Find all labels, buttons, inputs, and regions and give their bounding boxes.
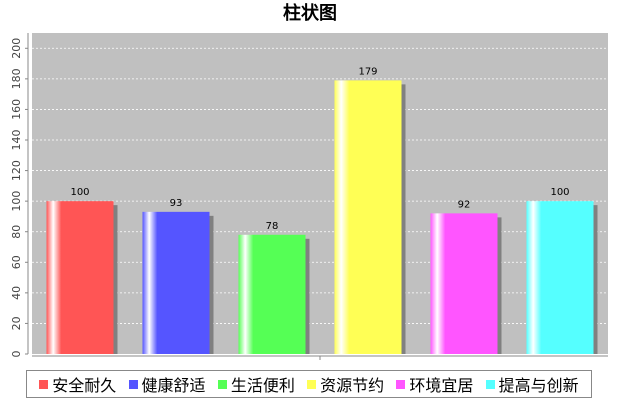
legend-item: 健康舒适 <box>128 372 206 396</box>
y-tick-label: 20 <box>10 316 23 330</box>
chart-legend: 安全耐久 健康舒适 生活便利 资源节约 环境宜居 提高与创新 <box>26 370 592 398</box>
y-tick-label: 140 <box>10 130 23 151</box>
bar-4 <box>334 80 402 354</box>
legend-label: 资源节约 <box>320 376 385 395</box>
legend-item: 资源节约 <box>307 372 384 396</box>
data-label: 93 <box>170 198 183 209</box>
data-label: 100 <box>550 187 569 198</box>
y-tick-label: 120 <box>10 160 23 181</box>
legend-item: 生活便利 <box>217 372 295 396</box>
plot-background <box>32 33 608 354</box>
chart-title: 柱状图 <box>283 3 337 24</box>
legend-label: 健康舒适 <box>141 376 206 395</box>
data-label: 78 <box>266 221 279 232</box>
y-tick-label: 180 <box>10 68 23 89</box>
y-tick-label: 160 <box>10 99 23 120</box>
legend-label: 环境宜居 <box>409 376 474 395</box>
y-tick-label: 60 <box>10 255 23 269</box>
legend-swatch <box>128 379 138 389</box>
y-tick-label: 40 <box>10 286 23 300</box>
legend-swatch <box>39 379 49 389</box>
legend-label: 安全耐久 <box>52 376 117 395</box>
bar-3 <box>238 234 306 354</box>
legend-item: 提高与创新 <box>485 372 579 396</box>
legend-label: 提高与创新 <box>498 376 579 395</box>
data-label: 100 <box>70 187 89 198</box>
legend-swatch <box>485 379 495 389</box>
bar-5 <box>430 213 498 354</box>
data-label: 92 <box>458 199 471 210</box>
y-tick-label: 80 <box>10 225 23 239</box>
y-tick-label: 0 <box>10 351 23 358</box>
y-tick-label: 100 <box>10 191 23 212</box>
bar-1 <box>46 201 114 354</box>
bar-2 <box>142 211 210 354</box>
legend-item: 环境宜居 <box>396 372 473 396</box>
legend-swatch <box>396 379 406 389</box>
y-tick-label: 200 <box>10 38 23 59</box>
legend-swatch <box>217 379 227 389</box>
legend-swatch <box>307 379 317 389</box>
legend-label: 生活便利 <box>230 376 295 395</box>
legend-item: 安全耐久 <box>39 372 116 396</box>
data-label: 179 <box>358 66 377 77</box>
bar-6 <box>526 201 594 354</box>
